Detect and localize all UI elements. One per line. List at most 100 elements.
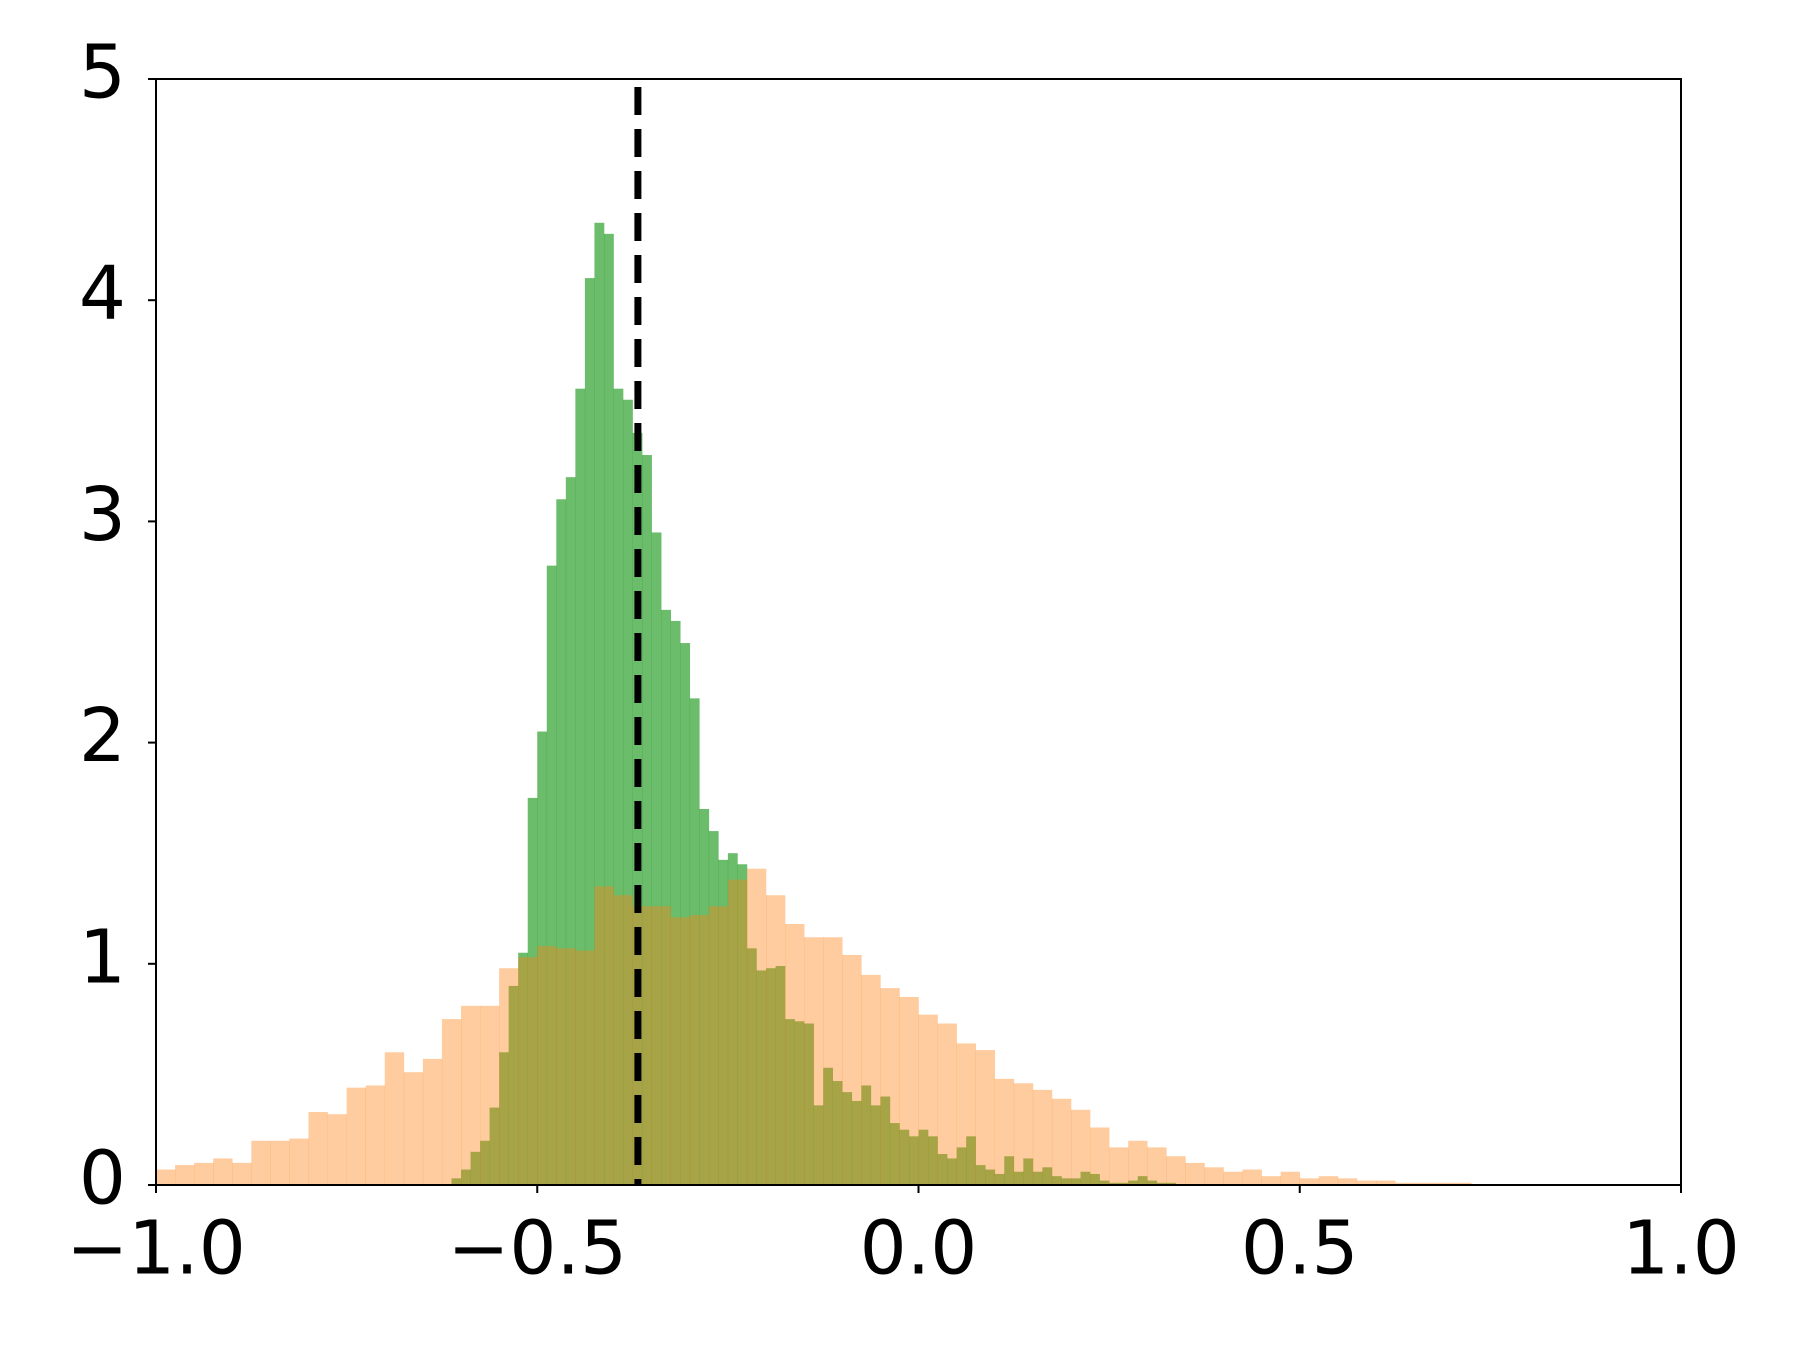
histogram-bar [985, 1169, 996, 1185]
y-tick-label: 5 [79, 30, 126, 116]
y-tick-label: 1 [79, 914, 126, 1000]
histogram-bar [1204, 1167, 1224, 1185]
histogram-bar [1023, 1158, 1034, 1185]
histogram-bar [708, 831, 719, 1185]
histogram-bar [1395, 1182, 1415, 1185]
histogram-bar [1261, 1176, 1281, 1185]
histogram-bar [537, 731, 548, 1185]
histogram-bar [918, 1014, 938, 1185]
histogram-bar [928, 1136, 938, 1185]
histogram-bar [689, 915, 710, 1185]
histogram-bar [718, 859, 729, 1185]
histogram-bar [1433, 1182, 1453, 1185]
x-tick-label: 0.0 [860, 1206, 978, 1292]
histogram-bar [556, 499, 567, 1185]
histogram-bar [670, 917, 691, 1185]
histogram-bar [594, 222, 605, 1185]
histogram-bar [1128, 1140, 1148, 1185]
histogram-bar [1337, 1178, 1358, 1185]
histogram-bar [661, 609, 671, 1185]
histogram-bar [194, 1162, 214, 1185]
histogram-bar [1356, 1180, 1377, 1185]
histogram-bar [908, 1136, 919, 1185]
histogram-bar [441, 1019, 462, 1185]
histogram-bar [470, 1151, 481, 1185]
histogram-bar [842, 1092, 853, 1185]
histogram-bar [527, 797, 538, 1185]
histogram-bar [680, 643, 691, 1185]
histogram-bar [251, 1140, 271, 1185]
histogram-bar [508, 985, 519, 1185]
histogram-bar [575, 950, 595, 1185]
histogram-bar [1147, 1180, 1158, 1185]
histogram-bar [546, 565, 557, 1185]
histogram-bar [689, 698, 700, 1185]
histogram-bar [1242, 1169, 1262, 1185]
histogram-bar [899, 1129, 910, 1185]
histogram-bar [213, 1158, 233, 1185]
histogram-bar [1032, 1171, 1043, 1185]
y-tick-label: 4 [79, 251, 126, 337]
histogram-bar [889, 1123, 900, 1185]
histogram-bar [794, 1021, 805, 1185]
histogram-bar [766, 968, 776, 1185]
histogram-bar [975, 1050, 996, 1185]
histogram-bar [727, 879, 748, 1185]
histogram-bar [651, 532, 662, 1185]
histogram-bar [861, 1085, 872, 1185]
y-tick-label: 0 [79, 1136, 126, 1222]
histogram-bar [699, 808, 710, 1185]
histogram-bar [1318, 1176, 1339, 1185]
histogram-bar [613, 388, 624, 1185]
histogram-bar [1061, 1178, 1072, 1185]
histogram-bar [966, 1136, 976, 1185]
histogram-bar [575, 388, 586, 1185]
histogram-bar [1051, 1176, 1062, 1185]
histogram-bar [461, 1169, 471, 1185]
histogram-bar [346, 1087, 366, 1185]
y-tick-label: 2 [79, 693, 126, 779]
histogram-bar [584, 278, 595, 1186]
histogram-bar [918, 1129, 929, 1185]
histogram-bar [451, 1178, 462, 1185]
histogram-bar [1071, 1178, 1081, 1185]
histogram-bar [1013, 1171, 1024, 1185]
histogram-bar [422, 1058, 443, 1185]
histogram-bar [851, 1100, 862, 1185]
histogram-bar [804, 937, 824, 1185]
histogram-bar [1051, 1098, 1072, 1185]
histogram-bar [651, 906, 671, 1185]
histogram-bar [175, 1165, 195, 1185]
histogram-bar [832, 1081, 843, 1185]
histogram-bar [861, 974, 881, 1185]
histogram-bar [1223, 1171, 1243, 1185]
histogram-bar [461, 1005, 481, 1185]
histogram-bar [880, 988, 900, 1185]
histogram-bar [499, 1052, 509, 1185]
histogram-bar [746, 868, 767, 1185]
histogram-bar [556, 948, 576, 1185]
histogram-bar [1137, 1176, 1148, 1185]
histogram-bar [870, 1105, 881, 1185]
histogram-bar [994, 1173, 1005, 1185]
histogram-bar [499, 968, 519, 1185]
x-tick-label: −1.0 [66, 1206, 246, 1292]
histogram-bar [842, 954, 862, 1185]
histogram-bar [1414, 1182, 1434, 1185]
histogram-bar [384, 1052, 405, 1185]
histogram-bar [565, 477, 576, 1185]
histogram-bar [956, 1043, 976, 1185]
histogram-bar [403, 1072, 424, 1185]
histogram-bar [737, 864, 748, 1185]
histogram-bar [947, 1158, 957, 1185]
histogram-bar [480, 1140, 490, 1185]
histogram-bar [1376, 1180, 1396, 1185]
histogram-bar [804, 1023, 814, 1185]
histogram-bar [1166, 1182, 1177, 1185]
y-tick-label: 3 [79, 472, 126, 558]
histogram-bar [1071, 1109, 1091, 1185]
histogram-bar [1109, 1182, 1119, 1185]
histogram-bar [613, 895, 633, 1185]
histogram-bar [756, 970, 767, 1185]
histogram-bar [156, 1169, 176, 1185]
